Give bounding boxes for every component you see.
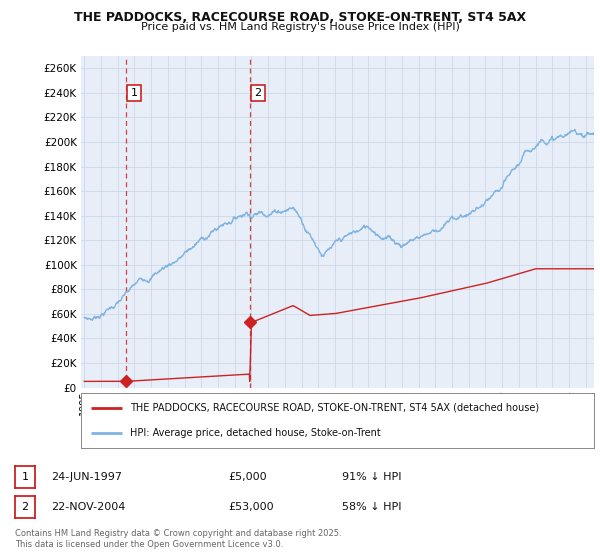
Text: 22-NOV-2004: 22-NOV-2004 [51,502,125,512]
Text: HPI: Average price, detached house, Stoke-on-Trent: HPI: Average price, detached house, Stok… [130,428,380,438]
Text: 24-JUN-1997: 24-JUN-1997 [51,472,122,482]
Text: Contains HM Land Registry data © Crown copyright and database right 2025.
This d: Contains HM Land Registry data © Crown c… [15,529,341,549]
Text: 1: 1 [131,88,137,98]
Text: Price paid vs. HM Land Registry's House Price Index (HPI): Price paid vs. HM Land Registry's House … [140,22,460,32]
Text: 1: 1 [22,472,28,482]
Text: THE PADDOCKS, RACECOURSE ROAD, STOKE-ON-TRENT, ST4 5AX (detached house): THE PADDOCKS, RACECOURSE ROAD, STOKE-ON-… [130,403,539,413]
Text: 58% ↓ HPI: 58% ↓ HPI [342,502,401,512]
Text: THE PADDOCKS, RACECOURSE ROAD, STOKE-ON-TRENT, ST4 5AX: THE PADDOCKS, RACECOURSE ROAD, STOKE-ON-… [74,11,526,24]
Text: £53,000: £53,000 [228,502,274,512]
Text: 91% ↓ HPI: 91% ↓ HPI [342,472,401,482]
Text: £5,000: £5,000 [228,472,266,482]
Text: 2: 2 [22,502,28,512]
Text: 2: 2 [254,88,262,98]
